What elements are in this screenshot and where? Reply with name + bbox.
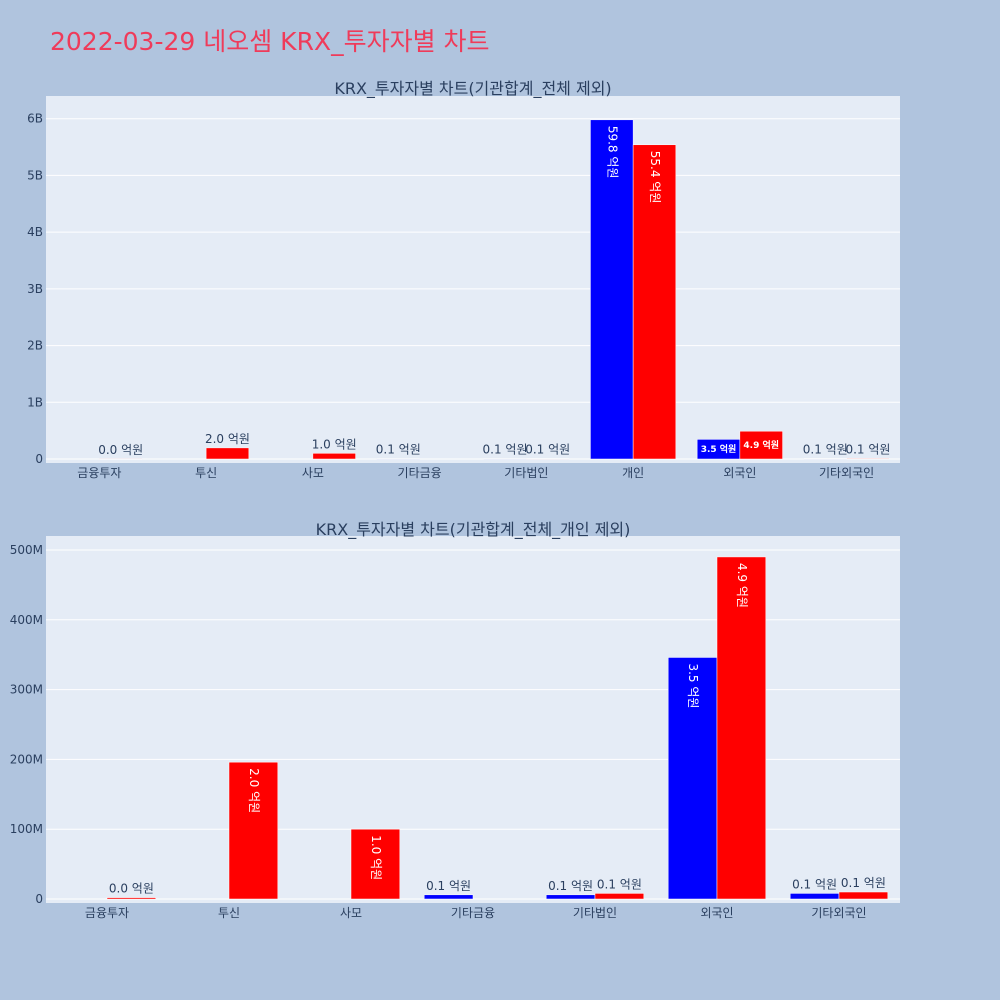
data-label: 0.1 억원 bbox=[597, 877, 642, 891]
data-label: 0.1 억원 bbox=[803, 443, 848, 457]
data-label: 0.1 억원 bbox=[426, 879, 471, 893]
bar bbox=[590, 119, 634, 460]
x-tick-label: 기타금융 bbox=[451, 906, 495, 920]
data-label: 2.0 억원 bbox=[247, 768, 261, 813]
data-label: 3.5 억원 bbox=[686, 663, 700, 708]
bar bbox=[526, 458, 570, 460]
x-tick-label: 금융투자 bbox=[85, 906, 129, 920]
bar bbox=[228, 761, 279, 900]
data-label: 0.1 억원 bbox=[483, 443, 528, 457]
bar bbox=[376, 458, 420, 460]
y-tick-label: 3B bbox=[27, 282, 43, 296]
x-tick-label: 외국인 bbox=[723, 466, 756, 480]
chart-title: KRX_투자자별 차트(기관합계_전체 제외) bbox=[334, 79, 611, 99]
data-label: 0.0 억원 bbox=[109, 882, 154, 896]
bar bbox=[739, 430, 783, 460]
data-label: 1.0 억원 bbox=[312, 437, 357, 451]
bar bbox=[312, 453, 356, 460]
y-tick-label: 500M bbox=[10, 543, 43, 557]
y-tick-label: 200M bbox=[10, 752, 43, 766]
page-title: 2022-03-29 네오셈 KRX_투자자별 차트 bbox=[50, 27, 490, 56]
y-tick-label: 5B bbox=[27, 168, 43, 182]
bar bbox=[350, 828, 401, 900]
x-tick-label: 사모 bbox=[302, 466, 324, 480]
x-tick-label: 투신 bbox=[195, 466, 217, 480]
y-tick-label: 400M bbox=[10, 613, 43, 627]
data-label: 0.1 억원 bbox=[841, 876, 886, 890]
x-tick-label: 사모 bbox=[340, 906, 362, 920]
y-tick-label: 300M bbox=[10, 683, 43, 697]
y-tick-label: 0 bbox=[35, 892, 43, 906]
data-label: 0.1 억원 bbox=[525, 443, 570, 457]
y-tick-label: 1B bbox=[27, 395, 43, 409]
x-tick-label: 기타법인 bbox=[504, 466, 548, 480]
y-tick-label: 100M bbox=[10, 822, 43, 836]
bar bbox=[667, 657, 718, 900]
y-tick-label: 4B bbox=[27, 225, 43, 239]
y-tick-label: 2B bbox=[27, 339, 43, 353]
x-tick-label: 개인 bbox=[622, 466, 644, 480]
y-tick-label: 0 bbox=[35, 452, 43, 466]
data-label: 0.1 억원 bbox=[548, 879, 593, 893]
x-tick-label: 금융투자 bbox=[77, 466, 121, 480]
plot-area bbox=[46, 536, 900, 903]
bar bbox=[846, 458, 890, 460]
data-label: 1.0 억원 bbox=[369, 835, 383, 880]
data-label: 0.1 억원 bbox=[792, 877, 837, 891]
bar bbox=[99, 458, 143, 460]
data-label: 2.0 억원 bbox=[205, 432, 250, 446]
y-tick-label: 6B bbox=[27, 112, 43, 126]
bar bbox=[789, 893, 840, 900]
bar bbox=[483, 458, 527, 460]
bar bbox=[838, 891, 889, 900]
x-tick-label: 외국인 bbox=[700, 906, 733, 920]
data-label: 55.4 억원 bbox=[648, 151, 662, 204]
bar bbox=[632, 144, 677, 460]
x-tick-label: 투신 bbox=[218, 906, 240, 920]
data-label: 0.0 억원 bbox=[98, 443, 143, 457]
data-label: 4.9 억원 bbox=[735, 563, 749, 608]
bar bbox=[423, 894, 474, 900]
x-tick-label: 기타외국인 bbox=[819, 466, 874, 480]
x-tick-label: 기타법인 bbox=[573, 906, 617, 920]
data-label: 0.1 억원 bbox=[376, 443, 421, 457]
bar bbox=[594, 893, 645, 900]
data-label: 59.8 억원 bbox=[605, 126, 619, 179]
x-tick-label: 기타외국인 bbox=[811, 906, 866, 920]
bar bbox=[205, 447, 250, 460]
chart-title: KRX_투자자별 차트(기관합계_전체_개인 제외) bbox=[316, 520, 631, 540]
bar bbox=[803, 458, 847, 460]
x-tick-label: 기타금융 bbox=[398, 466, 442, 480]
bar bbox=[545, 894, 596, 900]
bar bbox=[106, 897, 157, 900]
plot-area bbox=[46, 96, 900, 463]
data-label: 4.9 억원 bbox=[743, 439, 779, 451]
chart-2: 0 100M 200M 300M 400M 500M KRX_투자자별 차트(기관합계_전체… bbox=[10, 520, 900, 920]
bar bbox=[716, 556, 767, 900]
chart-1: 0 1B 2B 3B 4B 5B 6B KRX_투자자별 차트(기관합계_전체 제외) 금융투자… bbox=[27, 79, 900, 480]
data-label: 0.1 억원 bbox=[845, 442, 890, 456]
data-label: 3.5 억원 bbox=[701, 443, 737, 455]
